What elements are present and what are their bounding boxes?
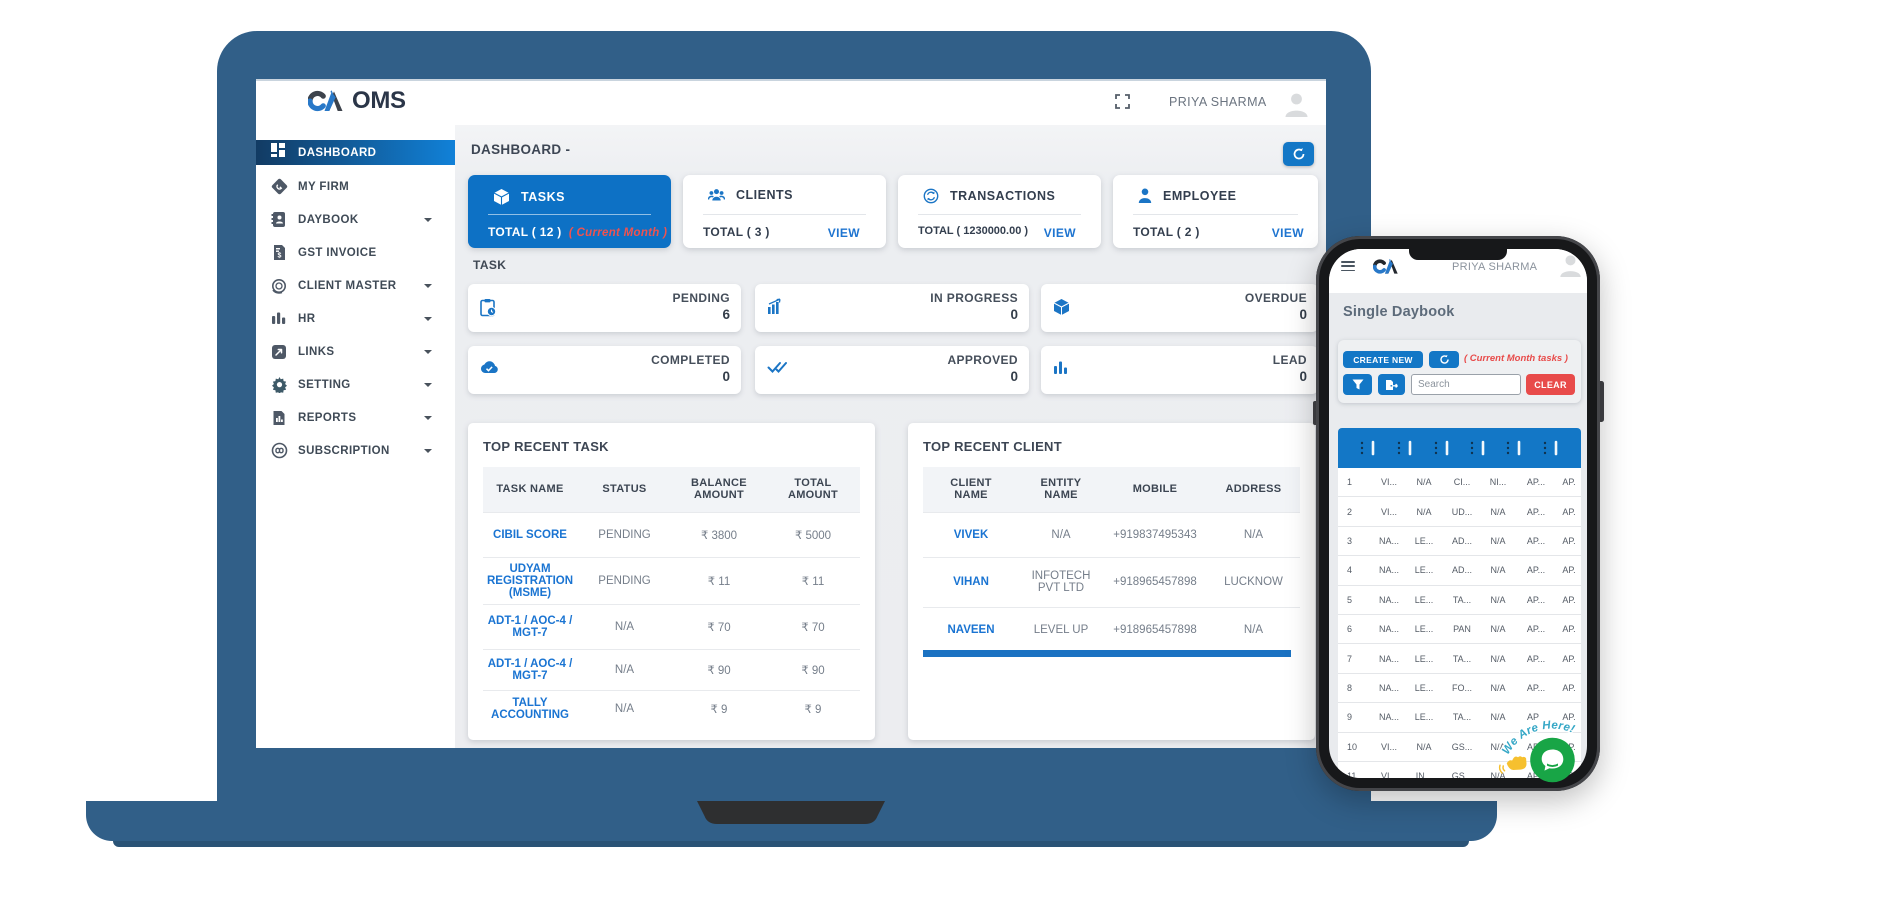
svg-text:$: $ bbox=[277, 253, 281, 260]
